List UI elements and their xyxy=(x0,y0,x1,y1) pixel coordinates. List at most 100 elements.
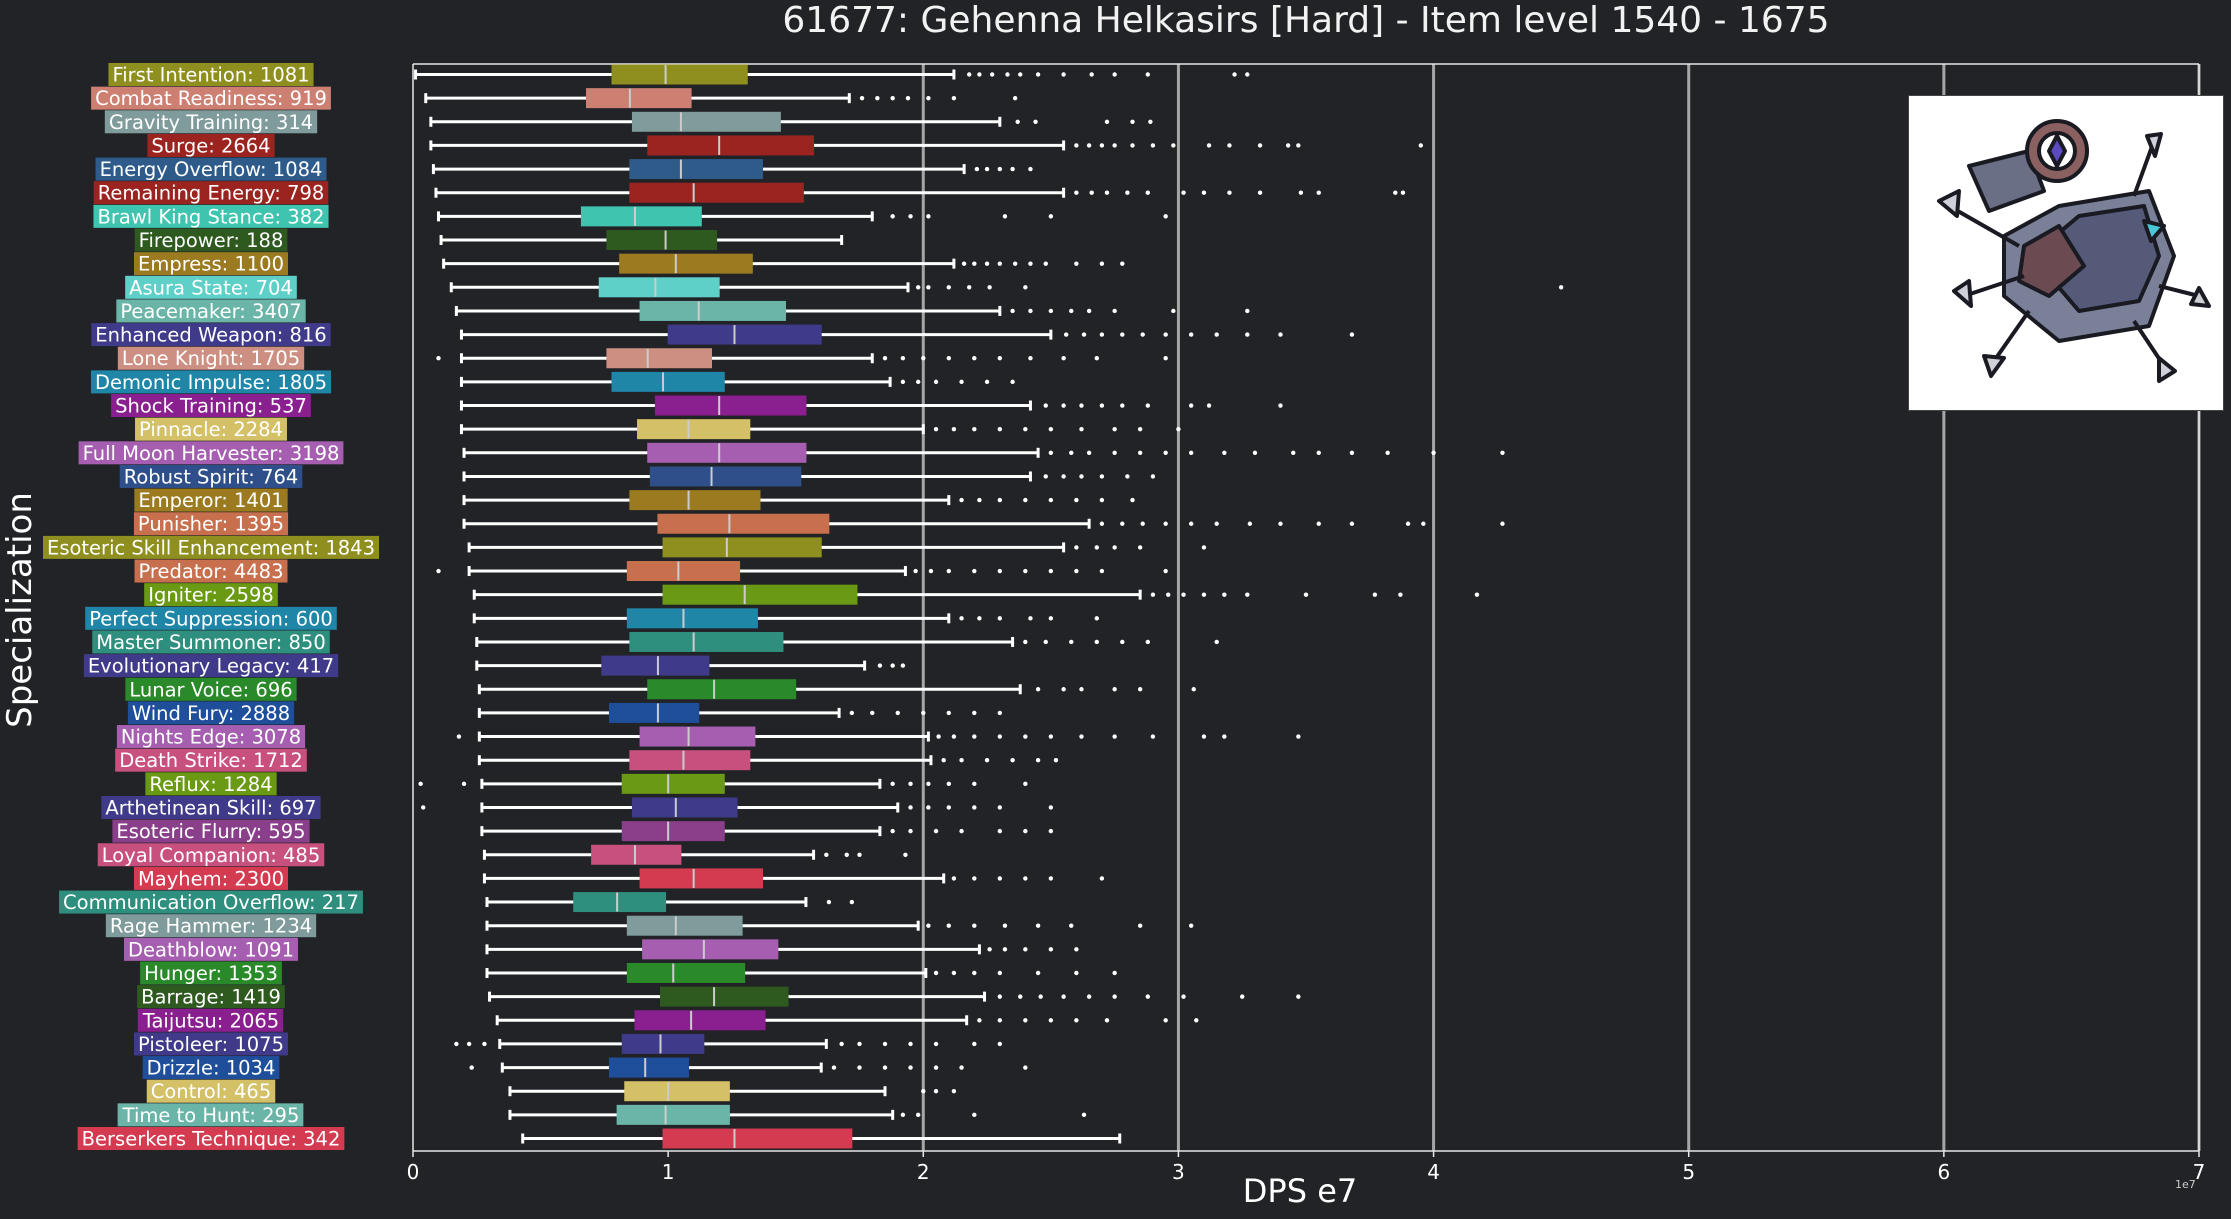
outlier-enhanced-weapon-8 xyxy=(1245,332,1250,337)
outlier-wind-fury-4 xyxy=(946,710,951,716)
category-label-bg-demonic-impulse xyxy=(90,370,332,394)
outlier-mayhem-0 xyxy=(951,876,957,881)
category-label-bg-surge xyxy=(147,133,275,157)
category-label-bg-igniter xyxy=(144,583,278,607)
category-label-bg-lunar-voice xyxy=(125,677,297,701)
outlier-deathblow-2 xyxy=(1023,947,1028,952)
box-esoteric-flurry xyxy=(621,821,725,842)
outlier-shock-training-2 xyxy=(1079,403,1084,408)
outlier-demonic-impulse-0 xyxy=(900,379,906,385)
outlier-master-summoner-2 xyxy=(1069,639,1074,645)
box-brawl-king-stance xyxy=(580,206,702,227)
outlier-peacemaker-6 xyxy=(1171,308,1176,314)
outlier-nights-edge-1 xyxy=(936,734,941,739)
outlier-rage-hammer-7 xyxy=(1188,923,1194,928)
outlier-shock-training-6 xyxy=(1188,403,1194,408)
outlier-shock-training-0 xyxy=(1043,403,1048,408)
outlier-taijutsu-0 xyxy=(977,1018,982,1023)
box-first-intention xyxy=(611,64,748,85)
box-wind-fury xyxy=(608,702,700,723)
outlier-first-intention-8 xyxy=(1112,72,1117,77)
category-label-bg-taijutsu xyxy=(137,1008,284,1032)
outlier-pistoleer-8 xyxy=(972,1041,977,1047)
outlier-perfect-suppression-4 xyxy=(1048,616,1054,621)
box-hunger xyxy=(626,962,746,983)
outlier-surge-2 xyxy=(1099,143,1105,148)
outlier-brawl-king-stance-3 xyxy=(1002,214,1008,219)
x-axis-label: DPS e7 xyxy=(1242,1172,1358,1210)
category-label-energy-overflow: Energy Overflow: 1084 xyxy=(100,158,323,181)
category-label-robust-spirit: Robust Spirit: 764 xyxy=(124,465,299,488)
outlier-full-moon-harvester-13 xyxy=(1431,450,1436,456)
outlier-pistoleer-6 xyxy=(908,1041,913,1047)
outlier-predator-3 xyxy=(946,568,951,574)
outlier-nights-edge-11 xyxy=(1222,734,1227,739)
outlier-drizzle-1 xyxy=(831,1065,837,1070)
category-label-bg-evolutionary-legacy xyxy=(83,654,339,678)
outlier-death-strike-2 xyxy=(984,757,990,763)
outlier-igniter-5 xyxy=(1245,592,1250,597)
category-label-bg-predator xyxy=(134,559,288,583)
outlier-nights-edge-9 xyxy=(1150,734,1156,739)
outlier-predator-4 xyxy=(972,568,977,574)
outlier-nights-edge-2 xyxy=(951,734,957,739)
outlier-robust-spirit-3 xyxy=(1099,474,1105,479)
outlier-taijutsu-4 xyxy=(1074,1018,1079,1023)
outlier-pistoleer-7 xyxy=(933,1041,939,1047)
outlier-esoteric-flurry-4 xyxy=(997,828,1003,834)
outlier-lunar-voice-1 xyxy=(1061,687,1066,692)
x-tick-label-0: 0 xyxy=(407,1160,420,1184)
outlier-shock-training-8 xyxy=(1278,403,1283,408)
chart-title: 61677: Gehenna Helkasirs [Hard] - Item l… xyxy=(782,0,1830,41)
outlier-remaining-energy-5 xyxy=(1181,190,1186,195)
outlier-lone-knight-6 xyxy=(997,356,1003,361)
category-label-bg-pistoleer xyxy=(134,1032,288,1056)
outlier-arthetinean-skill-4 xyxy=(972,805,977,810)
outlier-barrage-7 xyxy=(1181,994,1186,999)
box-remaining-energy xyxy=(629,182,804,203)
outlier-empress-2 xyxy=(984,261,990,266)
category-label-bg-wind-fury xyxy=(127,701,295,725)
category-label-bg-hunger xyxy=(140,961,282,985)
outlier-rage-hammer-1 xyxy=(946,923,951,928)
outlier-pinnacle-2 xyxy=(972,426,977,432)
outlier-communication-overflow-0 xyxy=(826,899,832,905)
outlier-first-intention-10 xyxy=(1232,72,1237,77)
outlier-enhanced-weapon-7 xyxy=(1214,332,1219,337)
outlier-igniter-2 xyxy=(1181,592,1186,597)
outlier-surge-6 xyxy=(1171,143,1176,148)
outlier-empress-6 xyxy=(1043,261,1048,266)
outlier-taijutsu-5 xyxy=(1104,1018,1110,1023)
outlier-lone-knight-4 xyxy=(946,356,951,361)
outlier-reflux-0 xyxy=(418,781,423,787)
outlier-pinnacle-6 xyxy=(1079,426,1084,432)
outlier-wind-fury-0 xyxy=(849,710,855,716)
category-label-bg-master-summoner xyxy=(92,630,330,654)
outlier-time-to-hunt-1 xyxy=(915,1112,921,1118)
outlier-enhanced-weapon-2 xyxy=(1099,332,1105,337)
outlier-wind-fury-5 xyxy=(972,710,977,716)
outlier-nights-edge-7 xyxy=(1079,734,1084,739)
outlier-lone-knight-0 xyxy=(436,356,441,361)
outlier-barrage-2 xyxy=(1038,994,1043,999)
outlier-energy-overflow-2 xyxy=(997,166,1003,172)
outlier-surge-9 xyxy=(1257,143,1263,148)
category-label-berserkers-technique: Berserkers Technique: 342 xyxy=(82,1128,341,1151)
category-label-bg-communication-overflow xyxy=(59,890,363,914)
outlier-pistoleer-4 xyxy=(857,1041,862,1047)
outlier-mayhem-1 xyxy=(972,876,977,881)
outlier-peacemaker-4 xyxy=(1086,308,1092,314)
outlier-nights-edge-12 xyxy=(1296,734,1301,739)
outlier-remaining-energy-9 xyxy=(1298,190,1304,195)
outlier-emperor-3 xyxy=(1023,497,1028,503)
category-label-bg-firepower xyxy=(134,228,288,252)
outlier-pinnacle-3 xyxy=(997,426,1003,432)
outlier-death-strike-1 xyxy=(959,757,964,763)
outlier-mayhem-4 xyxy=(1048,876,1054,881)
outlier-brawl-king-stance-2 xyxy=(926,214,931,219)
outlier-first-intention-1 xyxy=(977,72,982,77)
outlier-peacemaker-3 xyxy=(1069,308,1074,314)
outlier-energy-overflow-4 xyxy=(1028,166,1033,172)
category-label-bg-remaining-energy xyxy=(93,181,329,205)
box-punisher xyxy=(657,513,830,534)
